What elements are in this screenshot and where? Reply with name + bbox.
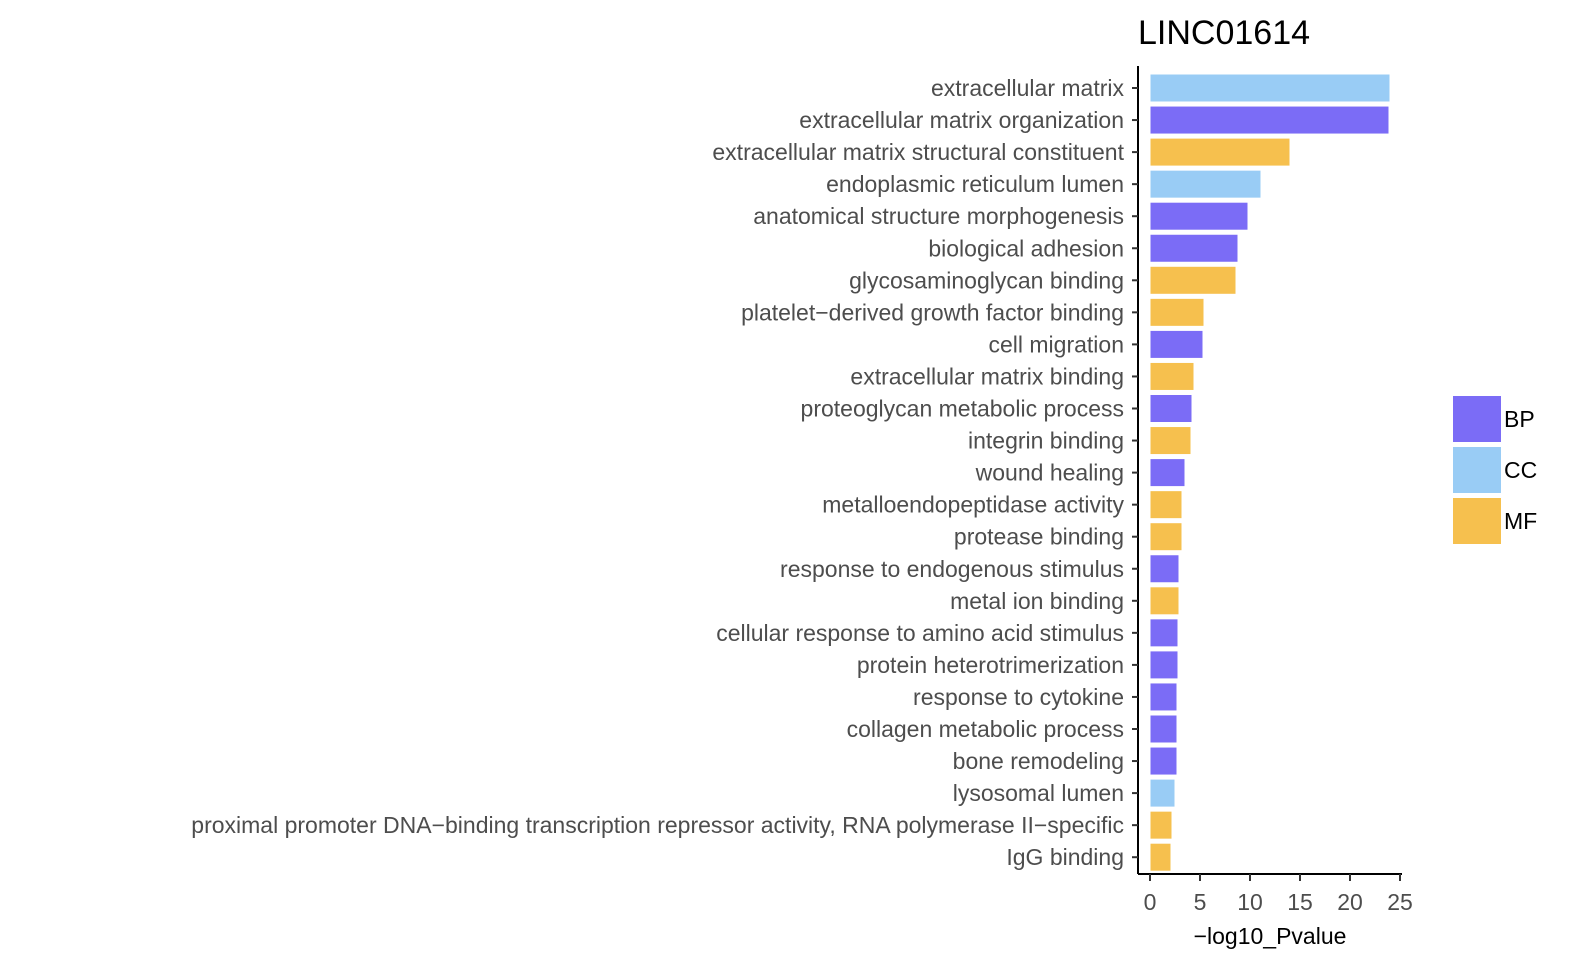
bar-bone-remodeling xyxy=(1149,746,1178,776)
legend-label-mf: MF xyxy=(1504,508,1537,534)
bar-extracellular-matrix-binding xyxy=(1149,361,1195,391)
bar-endoplasmic-reticulum-lumen xyxy=(1149,169,1262,199)
bar-lysosomal-lumen xyxy=(1149,778,1176,808)
legend-swatch-mf xyxy=(1453,498,1501,544)
y-tick-label: biological adhesion xyxy=(928,235,1124,261)
y-tick-label: extracellular matrix xyxy=(931,75,1124,101)
bar-protein-heterotrimerization xyxy=(1149,650,1179,680)
y-tick-label: lysosomal lumen xyxy=(953,780,1124,806)
y-tick-label: cellular response to amino acid stimulus xyxy=(716,620,1124,646)
x-tick-label: 20 xyxy=(1337,889,1363,915)
y-tick-label: protease binding xyxy=(954,524,1124,550)
bar-anatomical-structure-morphogenesis xyxy=(1149,201,1249,231)
y-tick-label: anatomical structure morphogenesis xyxy=(753,203,1124,229)
y-tick-label: proteoglycan metabolic process xyxy=(801,396,1124,422)
bar-cellular-response-to-amino-acid-stimulus xyxy=(1149,618,1179,648)
bar-cell-migration xyxy=(1149,329,1204,359)
y-tick-label: metalloendopeptidase activity xyxy=(822,492,1124,518)
plot-area: extracellular matrix extracellular matrix… xyxy=(191,66,1413,915)
y-tick-label: extracellular matrix structural constitu… xyxy=(712,139,1124,165)
y-tick-label: IgG binding xyxy=(1006,844,1124,870)
y-tick-label: protein heterotrimerization xyxy=(857,652,1124,678)
y-tick-label: bone remodeling xyxy=(953,748,1124,774)
y-tick-label: integrin binding xyxy=(968,428,1124,454)
y-tick-label: collagen metabolic process xyxy=(847,716,1124,742)
x-tick-label: 0 xyxy=(1144,889,1157,915)
bar-collagen-metabolic-process xyxy=(1149,714,1178,744)
y-tick-label: extracellular matrix organization xyxy=(799,107,1124,133)
legend-swatch-bp xyxy=(1453,396,1501,442)
y-tick-label: cell migration xyxy=(989,331,1125,357)
chart-title: LINC01614 xyxy=(1138,14,1310,52)
legend-label-cc: CC xyxy=(1504,457,1537,483)
bar-metal-ion-binding xyxy=(1149,586,1180,616)
y-tick-label: glycosaminoglycan binding xyxy=(849,267,1124,293)
bar-integrin-binding xyxy=(1149,426,1192,456)
legend-label-bp: BP xyxy=(1504,406,1535,432)
bar-igg-binding xyxy=(1149,842,1172,872)
bar-wound-healing xyxy=(1149,458,1186,488)
legend-swatch-cc xyxy=(1453,447,1501,493)
y-tick-label: proximal promoter DNA−binding transcript… xyxy=(191,812,1124,838)
x-tick-label: 10 xyxy=(1237,889,1263,915)
bar-response-to-cytokine xyxy=(1149,682,1178,712)
y-tick-label: response to endogenous stimulus xyxy=(780,556,1124,582)
bar-glycosaminoglycan-binding xyxy=(1149,265,1237,295)
bar-extracellular-matrix-organization xyxy=(1149,105,1390,135)
bar-metalloendopeptidase-activity xyxy=(1149,490,1183,520)
bar-response-to-endogenous-stimulus xyxy=(1149,554,1180,584)
x-tick-label: 5 xyxy=(1194,889,1207,915)
bar-platelet-derived-growth-factor-binding xyxy=(1149,297,1205,327)
y-tick-label: extracellular matrix binding xyxy=(850,363,1124,389)
y-tick-label: platelet−derived growth factor binding xyxy=(741,299,1124,325)
bar-extracellular-matrix xyxy=(1149,73,1391,103)
x-tick-label: 15 xyxy=(1287,889,1313,915)
y-tick-label: wound healing xyxy=(975,460,1124,486)
bar-biological-adhesion xyxy=(1149,233,1239,263)
bar-extracellular-matrix-structural-constituent xyxy=(1149,137,1291,167)
bar-proteoglycan-metabolic-process xyxy=(1149,394,1193,423)
y-tick-label: endoplasmic reticulum lumen xyxy=(826,171,1124,197)
y-tick-label: response to cytokine xyxy=(913,684,1124,710)
legend: BP CC MF xyxy=(1453,396,1537,544)
x-tick-label: 25 xyxy=(1387,889,1413,915)
bar-proximal-promoter-dna-binding-transcription-repressor-activity-rna-polymerase-ii-specific xyxy=(1149,810,1173,840)
bar-protease-binding xyxy=(1149,522,1183,552)
x-axis-label: −log10_Pvalue xyxy=(1194,923,1347,949)
y-tick-label: metal ion binding xyxy=(950,588,1124,614)
